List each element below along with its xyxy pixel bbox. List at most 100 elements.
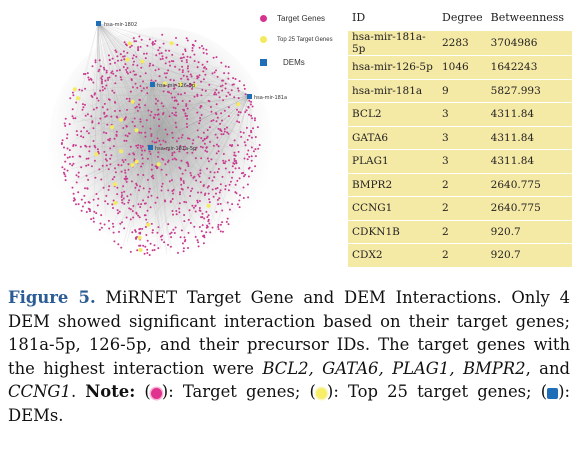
target-gene-node	[216, 143, 218, 146]
target-gene-node	[254, 165, 257, 168]
target-gene-node	[71, 186, 74, 189]
target-gene-node	[85, 164, 88, 167]
target-gene-node	[203, 142, 206, 145]
network-edge	[121, 83, 153, 192]
network-edge	[97, 22, 260, 154]
target-gene-node	[242, 197, 245, 199]
network-edge	[156, 66, 250, 97]
target-gene-node	[101, 164, 104, 167]
target-gene-node	[170, 60, 173, 62]
target-gene-node	[165, 72, 168, 75]
target-gene-node	[106, 77, 109, 79]
target-gene-node	[81, 108, 84, 111]
target-gene-node	[226, 201, 229, 204]
target-gene-node	[198, 175, 201, 178]
target-gene-node	[69, 97, 72, 100]
target-gene-node	[161, 33, 164, 36]
target-gene-node	[234, 78, 237, 80]
target-gene-node	[124, 116, 127, 119]
target-gene-node	[115, 115, 118, 118]
target-gene-node	[154, 40, 157, 42]
target-gene-node	[122, 66, 125, 68]
target-gene-node	[200, 191, 203, 194]
target-gene-node	[157, 247, 160, 250]
target-gene-node	[94, 61, 97, 64]
target-gene-node	[129, 71, 132, 74]
target-gene-node	[250, 136, 253, 139]
target-gene-node	[172, 213, 174, 216]
target-gene-node	[110, 115, 113, 118]
target-gene-node	[223, 109, 226, 112]
network-edge	[97, 22, 157, 146]
target-gene-node	[66, 156, 69, 159]
target-gene-node	[146, 209, 149, 212]
caption-sep	[455, 359, 463, 378]
network-edge	[97, 22, 144, 115]
network-edge	[151, 83, 171, 252]
target-gene-node	[206, 186, 209, 189]
network-edge	[97, 22, 135, 125]
target-gene-node	[195, 179, 198, 182]
target-gene-node	[222, 230, 224, 233]
target-gene-node	[222, 133, 225, 136]
target-gene-node	[72, 199, 75, 202]
target-gene-node	[163, 147, 166, 150]
target-gene-node	[129, 90, 132, 93]
target-gene-node	[175, 37, 177, 39]
target-gene-node	[148, 187, 151, 190]
target-gene-node	[215, 210, 218, 213]
target-gene-node	[84, 73, 87, 75]
target-gene-node	[124, 117, 127, 120]
target-gene-node	[231, 176, 233, 179]
target-gene-node	[208, 222, 211, 225]
target-gene-node	[136, 146, 139, 149]
header-id: ID	[348, 4, 438, 31]
target-gene-node	[63, 122, 66, 125]
target-gene-node	[81, 89, 83, 92]
target-gene-node	[144, 57, 147, 60]
target-gene-node	[123, 139, 126, 142]
target-gene-node	[101, 80, 103, 83]
network-edge	[149, 49, 204, 148]
target-gene-node	[80, 130, 83, 133]
network-edge	[97, 22, 124, 126]
target-gene-node	[189, 172, 192, 174]
target-gene-node	[248, 134, 251, 137]
target-gene-node	[214, 91, 216, 94]
network-edge	[97, 22, 226, 120]
network-edge	[69, 83, 153, 145]
target-gene-node	[182, 74, 185, 77]
target-gene-node	[120, 78, 123, 81]
target-gene-node	[139, 85, 142, 88]
target-gene-node	[177, 251, 179, 254]
target-gene-node	[191, 151, 194, 154]
target-gene-node	[206, 157, 209, 160]
target-gene-node	[190, 190, 192, 192]
target-gene-node	[128, 97, 131, 100]
target-gene-node	[90, 115, 93, 118]
target-gene-node	[149, 127, 152, 130]
target-gene-node	[187, 163, 190, 165]
network-edge	[151, 83, 244, 118]
target-gene-node	[213, 171, 216, 174]
target-gene-node	[108, 185, 111, 188]
target-gene-node	[92, 198, 95, 201]
target-gene-node	[140, 38, 143, 41]
target-gene-node	[227, 189, 230, 192]
network-edge	[226, 95, 250, 138]
network-edge	[180, 95, 250, 238]
target-gene-node	[109, 62, 112, 65]
network-edge	[97, 22, 164, 144]
cell-id: BCL2	[348, 102, 438, 126]
target-gene-node	[164, 62, 167, 65]
target-gene-node	[139, 75, 142, 78]
target-gene-node	[155, 54, 158, 57]
target-gene-node	[197, 245, 200, 248]
blue-square-icon	[547, 388, 559, 400]
target-gene-node	[113, 61, 116, 64]
target-gene-node	[222, 162, 225, 164]
network-edge	[84, 83, 153, 109]
target-gene-node	[104, 158, 107, 161]
target-gene-node	[230, 89, 233, 92]
network-edge	[149, 62, 191, 148]
